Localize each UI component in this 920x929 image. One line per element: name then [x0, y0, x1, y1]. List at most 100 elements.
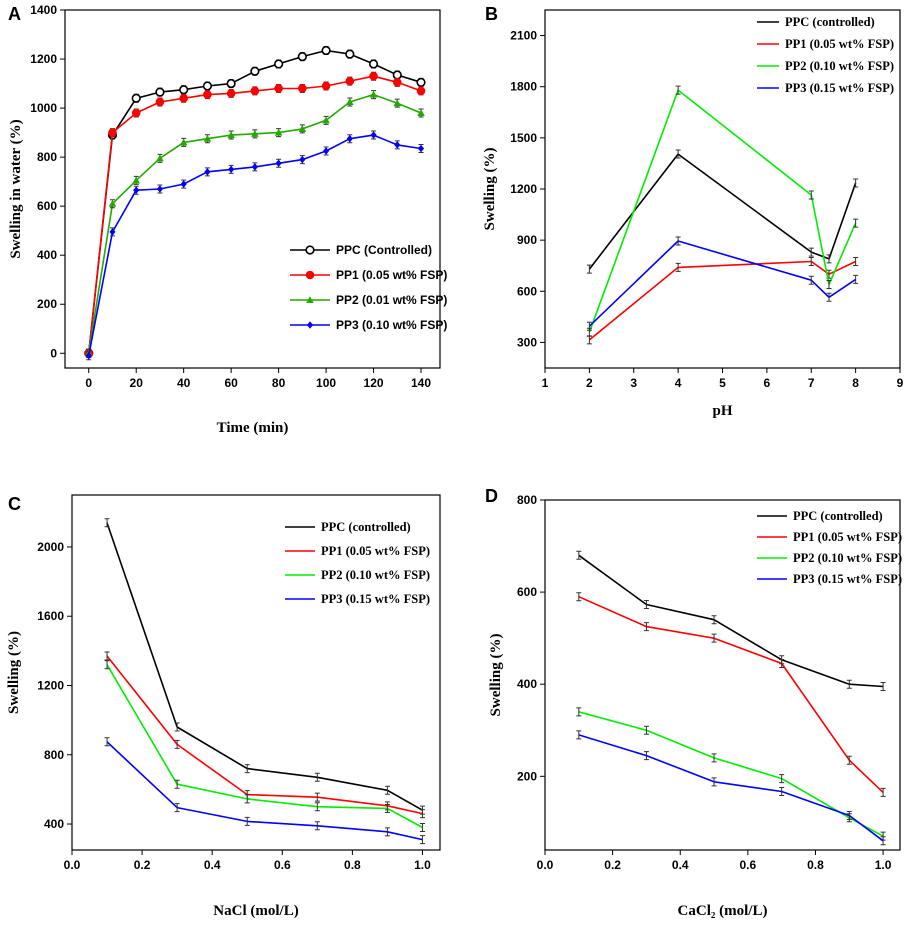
panel-b-x-tick-label: 8	[852, 376, 859, 390]
panel-a-series-0-point	[392, 70, 402, 80]
panel-d-series-2-line	[578, 711, 884, 837]
panel-a-series-0-point	[202, 81, 213, 91]
panel-b-legend-label-1: PP1 (0.05 wt% FSP)	[785, 37, 894, 51]
panel-c-y-tick-label: 800	[44, 748, 64, 762]
panel-a-y-tick-label: 400	[37, 248, 57, 262]
panel-a: A0 20 40 60 80 100 120 140020040060080010001200…	[8, 3, 447, 436]
panel-a-y-tick-label: 1000	[30, 101, 57, 115]
panel-a-y-tick-label: 1200	[30, 52, 57, 66]
panel-d-x-tick-label: 0.8	[807, 858, 824, 872]
panel-b-series-0	[586, 149, 859, 274]
panel-c-letter: C	[8, 494, 21, 514]
panel-c-x-tick-label: 0.4	[204, 858, 221, 872]
panel-a-series-3-point	[109, 228, 116, 236]
panel-a-letter: A	[8, 4, 21, 24]
panel-a-series-0-point	[321, 45, 331, 56]
panel-d-x-tick-label: 0.0	[537, 858, 554, 872]
panel-c-x-tick-label: 0.8	[344, 858, 361, 872]
panel-a-series-2-point	[108, 199, 117, 207]
panel-a-series-1-point	[321, 81, 331, 91]
panel-d-letter: D	[485, 486, 498, 506]
panel-a-x-tick-label: 140	[411, 376, 431, 390]
panel-d-series-1	[576, 592, 886, 797]
panel-a-series-1-point	[226, 89, 236, 98]
panel-a-series-2-point	[227, 131, 235, 139]
panel-b-y-tick-label: 2100	[510, 29, 537, 43]
panel-a-series-2-point	[179, 138, 188, 146]
panel-b-legend-label-3: PP3 (0.15 wt% FSP)	[785, 81, 894, 95]
panel-a-legend-label-2: PP2 (0.01 wt% FSP)	[336, 293, 447, 307]
panel-d-series-3-line	[578, 734, 884, 842]
panel-d-y-axis-title: Swelling (%)	[488, 634, 504, 717]
panel-a-x-tick-label: 40	[177, 376, 191, 390]
panel-c-series-2-line	[106, 664, 423, 829]
panel-c-legend-label-1: PP1 (0.05 wt% FSP)	[321, 544, 430, 558]
panel-b-x-tick-label: 6	[764, 376, 771, 390]
panel-c-y-tick-label: 400	[44, 817, 64, 831]
panel-b-series-2	[586, 85, 859, 337]
panel-c-legend-label-2: PP2 (0.10 wt% FSP)	[321, 568, 430, 582]
panel-c-legend-label-0: PPC (controlled)	[321, 520, 411, 534]
panel-d-series-1-line	[578, 595, 884, 793]
panel-a-series-2-point	[274, 128, 283, 136]
panel-d-series-3	[576, 730, 886, 846]
panel-a-series-0-point	[274, 59, 284, 69]
panel-a-series-1-point	[203, 90, 212, 99]
panel-d-x-tick-label: 0.2	[604, 858, 621, 872]
panel-d-x-axis-title: CaCl₂ (mol/L)	[678, 903, 768, 919]
panel-a-series-0-point	[250, 66, 260, 76]
panel-b-x-tick-label: 3	[630, 376, 637, 390]
panel-d-legend-label-0: PPC (controlled)	[793, 509, 883, 523]
panel-a-series-0-point	[368, 59, 379, 69]
panel-a-x-tick-label: 20	[130, 376, 144, 390]
panel-d-series-2	[576, 707, 886, 841]
panel-b-y-axis-title: Swelling (%)	[482, 148, 498, 231]
panel-b-legend: PPC (controlled) PP1 (0.05 wt% FSP) PP2 (0…	[757, 15, 894, 95]
panel-a-legend-marker-2	[306, 296, 314, 304]
panel-c-y-tick-label: 1600	[37, 609, 64, 623]
panel-a-series-2-point	[369, 90, 378, 98]
panel-a-series-1-point	[369, 71, 378, 81]
panel-d-legend-label-3: PP3 (0.15 wt% FSP)	[793, 572, 902, 586]
panel-a-series-2-point	[322, 116, 330, 124]
panel-d-legend: PPC (controlled) PP1 (0.05 wt% FSP) PP2 (0…	[757, 509, 902, 586]
panel-a-series-3-point	[275, 159, 282, 168]
panel-c-y-axis-title: Swelling (%)	[6, 631, 22, 714]
panel-a-series-1-point	[392, 78, 402, 87]
panel-a-series-1-point	[345, 76, 355, 86]
panel-a-series-0-point	[345, 49, 355, 59]
panel-a-series-3-point	[228, 165, 235, 174]
panel-a-y-axis-title: Swelling in water (%)	[8, 119, 24, 258]
panel-c-legend: PPC (controlled) PP1 (0.05 wt% FSP) PP2 (0…	[285, 520, 430, 606]
panel-c-x-axis-title: NaCl (mol/L)	[213, 903, 298, 919]
panel-a-series-0-point	[297, 51, 307, 62]
panel-c: C 0.0 0.2 0.4 0.6 0.8 1.0 400 800 1200 1600 2000 NaC…	[6, 494, 441, 919]
panel-c-y-tick-label: 2000	[37, 540, 64, 554]
panel-d-x-tick-label: 1.0	[875, 858, 892, 872]
panel-a-series-0-point	[155, 87, 165, 97]
panel-a-legend-marker-0	[305, 245, 315, 255]
panel-a-y-tick-label: 800	[37, 150, 57, 164]
panel-a-x-axis-title: Time (min)	[217, 420, 289, 436]
panel-a-series-1	[84, 71, 426, 358]
panel-a-legend: PPC (Controlled) PP1 (0.05 wt% FSP) PP2 (0…	[290, 243, 447, 332]
panel-a-series-3	[85, 130, 425, 361]
panel-c-x-tick-label: 0.6	[274, 858, 291, 872]
panel-b-series-2-line	[588, 89, 857, 333]
panel-a-x-tick-label: 0	[85, 376, 92, 390]
panel-b-x-tick-label: 2	[586, 376, 593, 390]
panel-b-x-axis-title: pH	[712, 403, 732, 419]
panel-a-series-3-point	[156, 185, 163, 193]
panel-d: D 0.0 0.2 0.4 0.6 0.8 1.0 200 400 600 800 CaCl₂ (mo…	[485, 486, 902, 919]
panel-a-series-3-point	[346, 134, 353, 143]
panel-a-x-tick-label: 120	[364, 376, 384, 390]
panel-a-series-3-point	[133, 186, 140, 195]
panel-b-series-0-line	[588, 153, 857, 270]
panel-a-series-2-point	[156, 154, 164, 162]
panel-a-series-3-point	[370, 131, 377, 139]
panel-a-series-0-point	[226, 78, 236, 89]
panel-b-y-tick-label: 1500	[510, 131, 537, 145]
panel-a-series-1-point	[155, 97, 165, 107]
panel-c-y-tick-label: 1200	[37, 678, 64, 692]
